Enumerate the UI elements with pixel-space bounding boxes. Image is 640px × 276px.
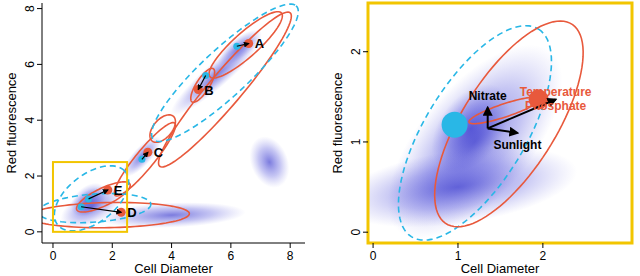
cluster-label: A [255,36,265,51]
ellipse [54,166,128,231]
x-axis-line [42,243,305,244]
ellipse [209,12,282,78]
x-tick-label: 0 [370,249,377,263]
plot-frame [368,3,632,243]
y-tick [37,231,42,232]
y-axis-line [42,3,43,243]
effect-label: Sunlight [493,138,541,152]
ellipse [435,21,583,227]
y-tick [37,176,42,177]
y-tick [37,64,42,65]
axes: 012012Cell DiameterRed fluorescence [330,3,632,276]
effect-arrow [487,108,489,129]
ellipse [42,194,151,223]
ellipse [114,123,175,196]
x-tick-label: 6 [228,249,235,263]
y-tick-label: 2 [349,48,363,55]
ellipse [42,202,189,227]
y-tick-label: 2 [23,172,37,179]
x-tick [112,243,113,248]
effect-label: Temperature [520,85,592,99]
cluster-label: D [127,205,136,220]
density-cloud [97,200,245,231]
labels: Nitrate Sunlight TemperaturePhosphate [469,85,592,152]
effect-arrow [488,128,518,133]
ellipse [159,12,292,167]
y-tick-label: 6 [23,61,37,68]
ellipse [191,68,215,102]
shift-arrow [89,190,108,199]
y-tick-label: 1 [349,138,363,145]
plot-area [42,4,298,237]
density-cloud [117,131,167,181]
y-tick [363,51,368,52]
shift-arrow [237,43,249,46]
x-tick-label: 2 [109,249,116,263]
cluster-label: C [154,145,164,160]
y-tick-label: 8 [23,5,37,12]
x-tick [542,243,543,248]
x-tick-label: 2 [540,249,547,263]
labels: A B C DE [114,36,265,220]
zoom-box [53,162,127,232]
axes: 0246802468Cell DiameterRed fluorescence [4,3,305,276]
y-tick-label: 0 [349,229,363,236]
x-tick [52,243,53,248]
y-tick [363,232,368,233]
cluster-label: B [204,83,213,98]
y-tick-label: 4 [23,117,37,124]
x-tick-label: 0 [50,249,57,263]
ellipse [398,26,551,240]
y-axis-label: Red fluorescence [330,72,345,173]
cluster-label: E [114,183,123,198]
ellipse [152,4,299,141]
x-tick [171,243,172,248]
x-axis-label: Cell Diameter [461,261,540,276]
effect-label: Nitrate [469,89,507,103]
x-tick [290,243,291,248]
y-tick [363,141,368,142]
figure: ABCDE0246802468Cell DiameterRed fluoresc… [0,0,640,276]
plot-area [368,16,594,243]
effect-label: Phosphate [525,99,587,113]
ellipse [77,182,131,212]
density-cloud [243,131,296,192]
shift-arrow [81,207,121,213]
x-axis-label: Cell Diameter [134,261,213,276]
x-tick-label: 8 [287,249,294,263]
y-tick [37,120,42,121]
y-axis-label: Red fluorescence [4,72,19,173]
x-tick [457,243,458,248]
shift-arrow [142,152,148,159]
x-tick [230,243,231,248]
y-tick-label: 0 [23,228,37,235]
y-tick [37,8,42,9]
mean-point [442,112,468,138]
x-tick [373,243,374,248]
